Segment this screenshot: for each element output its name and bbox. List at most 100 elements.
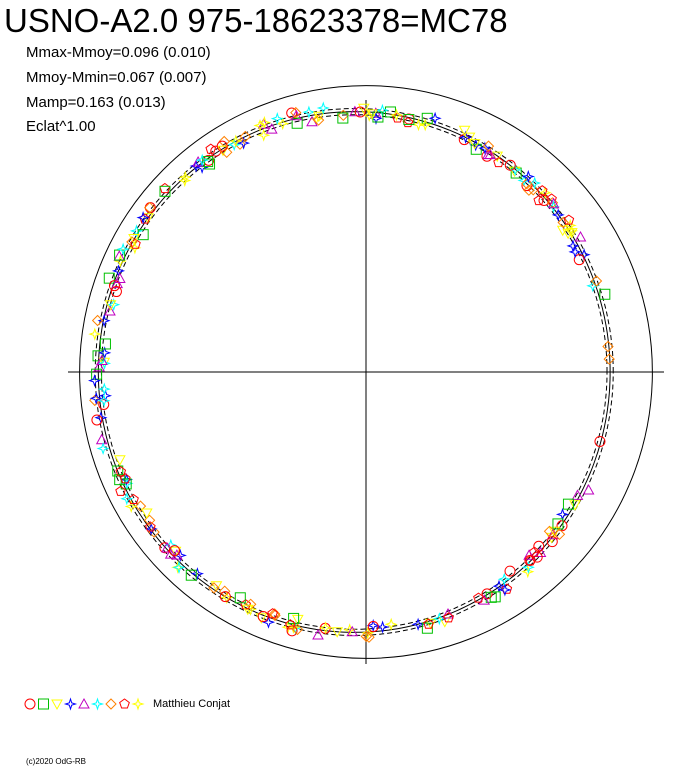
data-point <box>253 118 267 133</box>
data-point <box>552 518 564 530</box>
data-point <box>116 242 130 256</box>
data-point <box>521 180 533 192</box>
data-point <box>565 228 578 239</box>
data-point <box>571 489 584 500</box>
data-point <box>190 567 205 581</box>
data-point <box>312 628 324 640</box>
data-point <box>114 474 126 486</box>
legend-marker-8 <box>131 697 145 711</box>
data-point <box>375 620 390 634</box>
data-point <box>527 184 539 196</box>
data-point <box>556 520 568 532</box>
data-point <box>366 618 380 633</box>
data-point <box>508 163 522 177</box>
data-point <box>349 105 361 117</box>
data-point <box>369 111 383 126</box>
legend-markers <box>24 697 145 711</box>
data-point <box>504 159 516 171</box>
data-point <box>229 134 243 148</box>
data-point <box>491 151 504 163</box>
legend-marker-3 <box>63 697 78 711</box>
data-point <box>291 614 304 626</box>
data-point <box>220 590 234 605</box>
data-point <box>172 560 186 574</box>
data-point <box>97 382 111 396</box>
data-point <box>143 514 156 527</box>
data-point <box>337 109 350 122</box>
data-point <box>178 170 192 184</box>
data-point <box>130 238 141 249</box>
data-point <box>120 478 132 490</box>
data-point <box>257 611 269 623</box>
data-point <box>562 498 574 510</box>
data-point <box>411 117 426 132</box>
data-point <box>603 353 615 365</box>
data-point <box>286 625 298 637</box>
data-point <box>124 499 138 514</box>
data-point <box>91 414 103 426</box>
data-point <box>525 555 536 566</box>
data-point <box>528 176 542 190</box>
upper-light-curve <box>94 108 614 636</box>
data-point <box>504 565 516 577</box>
data-point <box>354 106 366 118</box>
data-point <box>144 202 156 214</box>
data-point <box>120 473 131 484</box>
data-point <box>569 500 581 511</box>
data-point <box>362 108 376 123</box>
data-point <box>93 360 105 372</box>
reference-circle <box>79 85 653 659</box>
data-point <box>120 492 134 506</box>
data-point <box>234 592 246 604</box>
data-point <box>115 466 127 477</box>
axes <box>68 100 664 664</box>
data-point <box>573 254 585 266</box>
data-point <box>178 173 192 188</box>
data-point <box>484 148 497 160</box>
data-point <box>602 340 614 353</box>
data-point <box>104 300 117 311</box>
data-point <box>239 130 252 143</box>
legend-marker-0 <box>24 698 36 710</box>
data-point <box>384 617 398 631</box>
data-point <box>159 182 171 194</box>
data-point <box>582 483 595 495</box>
data-point <box>257 115 272 130</box>
data-point <box>521 177 533 190</box>
data-point <box>96 441 110 456</box>
data-point <box>594 435 606 447</box>
data-point <box>103 272 115 284</box>
data-point <box>140 508 153 520</box>
data-point <box>99 338 111 350</box>
data-point <box>111 277 124 289</box>
data-point <box>498 583 512 597</box>
data-point <box>485 591 497 603</box>
legend-marker-4 <box>78 697 90 709</box>
data-point <box>389 108 404 122</box>
stat-brightness-exponent: Eclat^1.00 <box>26 118 96 135</box>
data-point <box>241 604 254 616</box>
data-point <box>489 591 501 603</box>
data-point <box>367 621 379 633</box>
data-point <box>562 228 574 240</box>
data-point <box>442 607 454 619</box>
data-point <box>257 128 271 142</box>
data-point <box>128 234 140 245</box>
data-point <box>529 546 540 557</box>
data-point <box>533 540 545 552</box>
data-point <box>88 327 102 341</box>
data-point <box>312 114 325 126</box>
data-point <box>463 132 476 144</box>
data-point <box>210 581 223 592</box>
data-point <box>493 156 504 168</box>
legend-marker-2 <box>51 699 63 711</box>
data-point <box>557 216 569 229</box>
data-point <box>497 572 511 586</box>
data-point <box>164 548 177 559</box>
data-point <box>219 591 231 603</box>
data-point <box>357 103 370 115</box>
data-point <box>411 617 425 631</box>
data-point <box>195 153 209 167</box>
data-point <box>110 286 122 298</box>
data-point <box>87 373 102 388</box>
